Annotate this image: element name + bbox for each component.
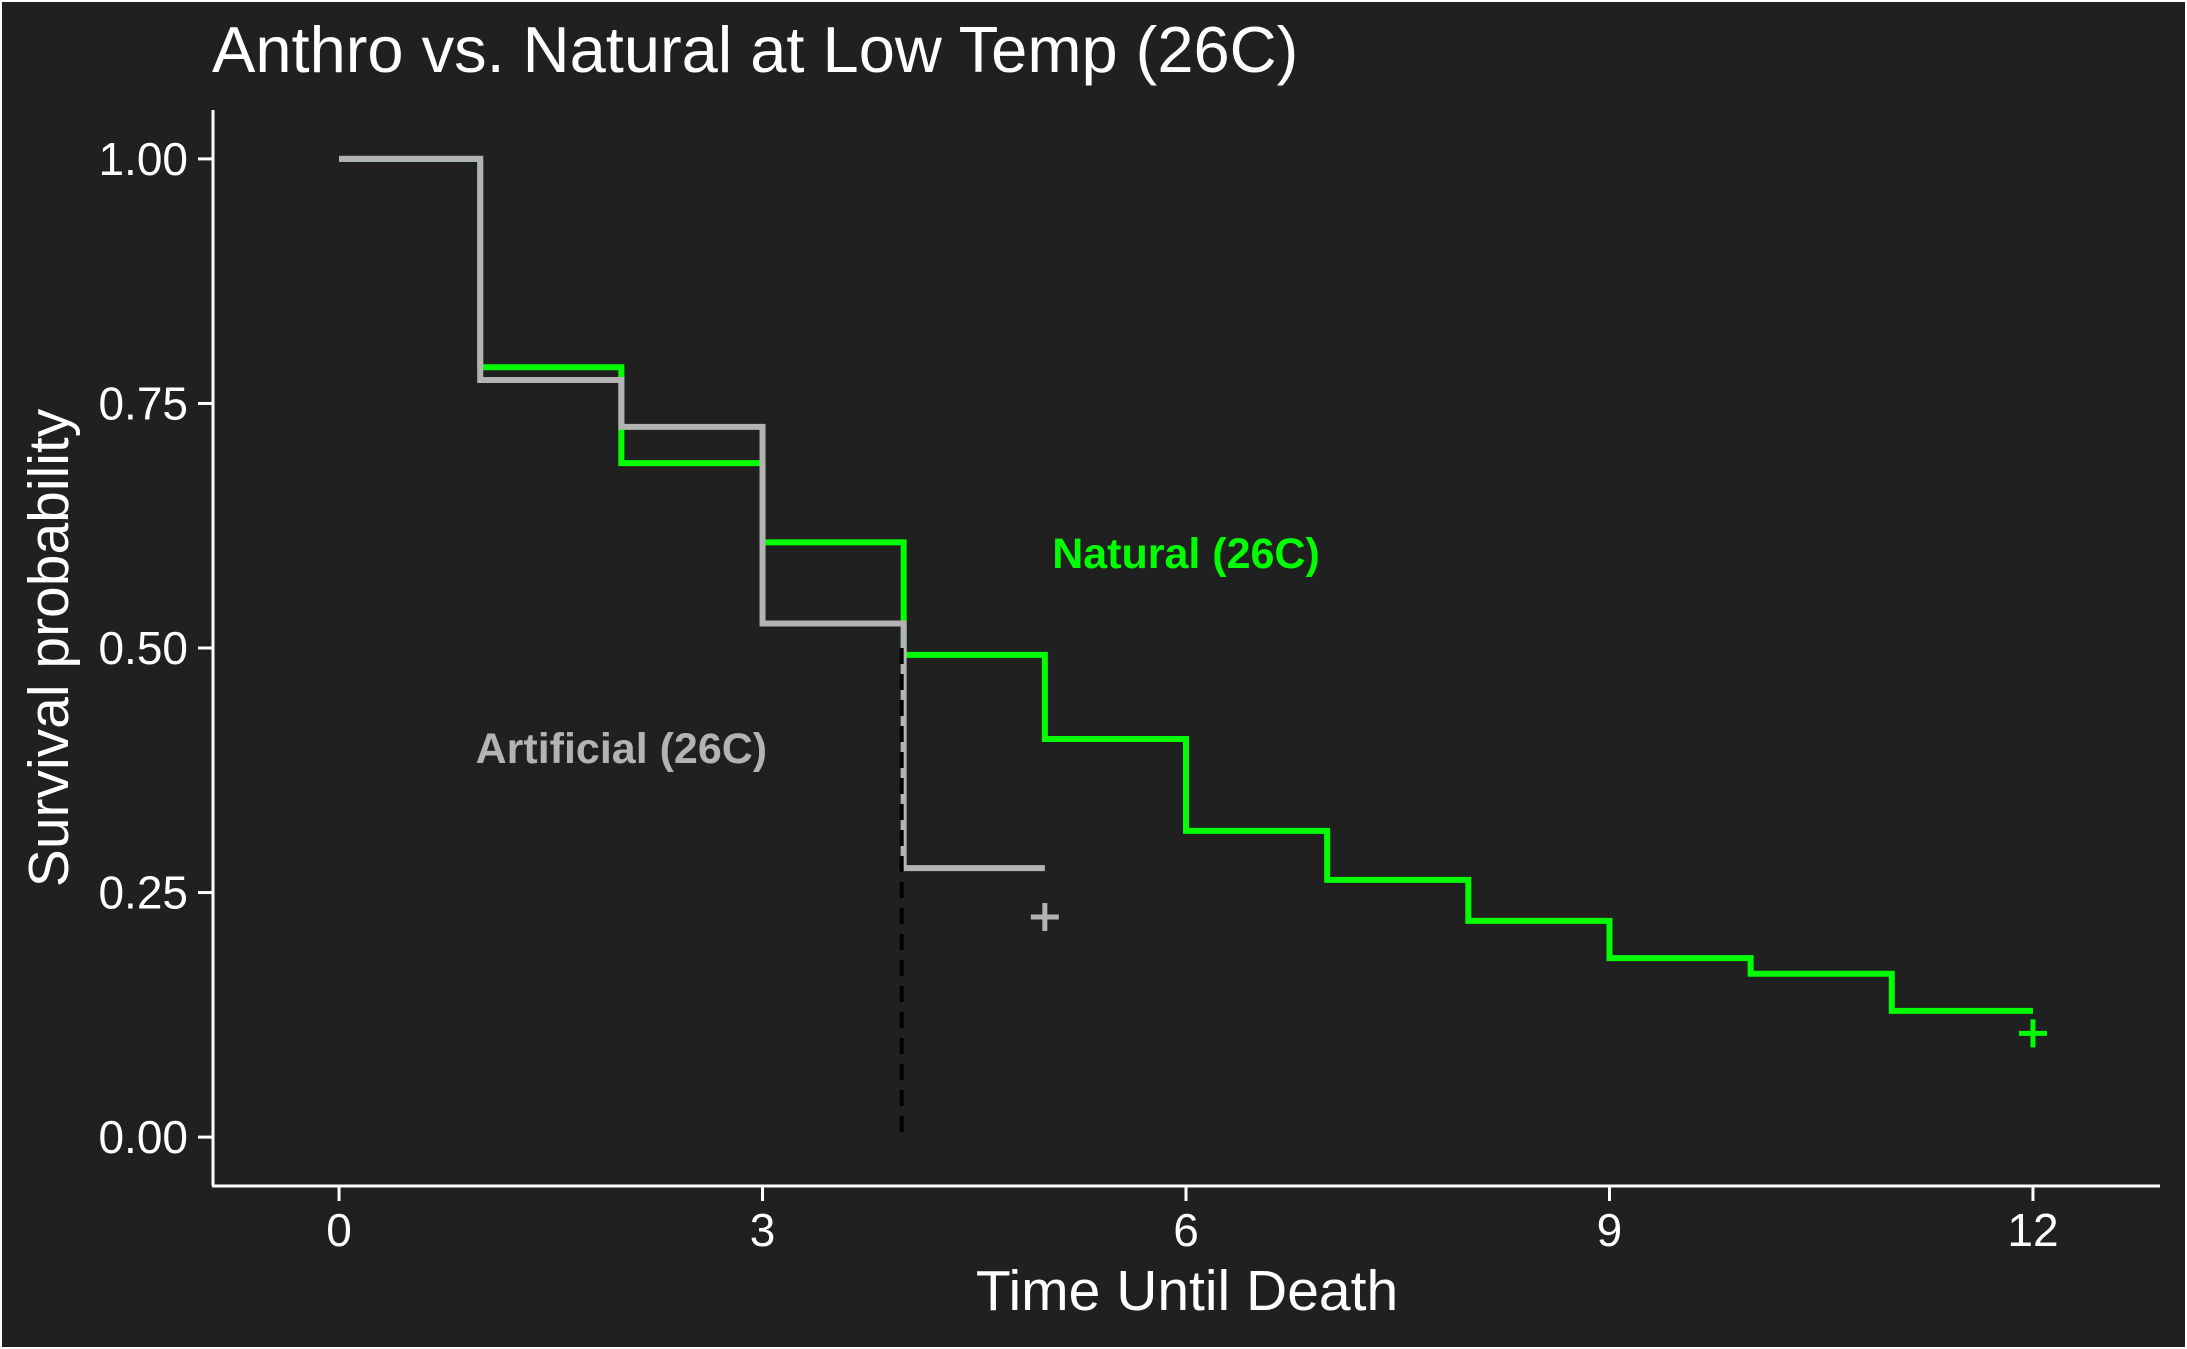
series-line-natural-26c: [339, 155, 2033, 1014]
series-label-artificial-26c: Artificial (26C): [476, 725, 768, 773]
x-tick-label: 6: [1173, 1204, 1199, 1256]
y-tick-label: 1.00: [98, 133, 188, 185]
series-labels: Natural (26C) Artificial (26C): [476, 530, 1320, 773]
y-tick-label: 0.25: [98, 867, 188, 919]
x-axis-title: Time Until Death: [976, 1259, 1398, 1323]
x-tick-label: 3: [750, 1204, 776, 1256]
x-tick-label: 0: [326, 1204, 352, 1256]
x-tick-label: 12: [2007, 1204, 2058, 1256]
y-axis-title: Survival probability: [17, 408, 81, 887]
chart-title: Anthro vs. Natural at Low Temp (26C): [212, 13, 1298, 86]
x-axis-ticks: 0 3 6 9 12: [326, 1186, 2059, 1256]
series-label-natural-26c: Natural (26C): [1052, 530, 1320, 578]
y-tick-label: 0.00: [98, 1111, 188, 1163]
censor-mark-natural-26c: [2018, 1019, 2047, 1048]
series-layer: [339, 155, 2047, 1048]
censor-mark-artificial-26c: [1030, 903, 1059, 931]
series-line-artificial-26c: [339, 155, 1045, 872]
y-tick-label: 0.50: [98, 622, 188, 674]
y-tick-label: 0.75: [98, 377, 188, 429]
y-axis-ticks: 0.00 0.25 0.50 0.75 1.00: [98, 133, 213, 1163]
x-tick-label: 9: [1597, 1204, 1623, 1256]
